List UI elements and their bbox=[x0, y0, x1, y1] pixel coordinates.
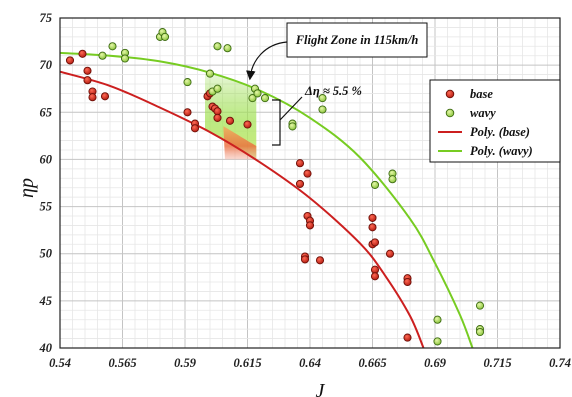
legend-label: Poly. (base) bbox=[470, 125, 530, 139]
data-point-base bbox=[213, 107, 222, 116]
data-point-base bbox=[315, 256, 325, 265]
data-point-base bbox=[370, 272, 380, 281]
data-point-base bbox=[83, 76, 92, 85]
delta-leader bbox=[279, 96, 303, 121]
y-tick-label: 75 bbox=[40, 11, 53, 25]
data-point-base bbox=[83, 66, 92, 75]
data-point-wavy bbox=[183, 78, 192, 87]
data-point-wavy bbox=[260, 94, 270, 103]
x-tick-label: 0.69 bbox=[424, 356, 447, 370]
y-tick-label: 70 bbox=[40, 58, 53, 72]
delta-eta-annotation: Δη ≈ 5.5 % bbox=[272, 84, 362, 146]
x-tick-labels: 0.54 0.565 0.59 0.615 0.64 0.665 0.69 0.715 0.74 bbox=[49, 356, 571, 370]
data-point-wavy bbox=[318, 105, 327, 114]
data-point-wavy bbox=[475, 327, 485, 337]
data-point-wavy bbox=[213, 84, 222, 93]
data-point-wavy bbox=[205, 69, 215, 78]
data-point-wavy bbox=[98, 51, 107, 60]
data-point-base bbox=[190, 124, 200, 133]
delta-eta-label: Δη ≈ 5.5 % bbox=[304, 84, 362, 98]
data-point-base bbox=[403, 277, 412, 287]
data-point-base bbox=[368, 213, 377, 222]
plot-frame bbox=[59, 17, 561, 349]
x-tick-label: 0.665 bbox=[358, 356, 386, 370]
data-point-wavy bbox=[108, 42, 117, 51]
flight-zone-annotation: Flight Zone in 115km/h bbox=[246, 22, 428, 81]
data-point-base bbox=[300, 255, 310, 264]
y-tick-labels: 40 45 50 55 60 65 70 75 bbox=[39, 11, 53, 355]
grid bbox=[59, 17, 561, 349]
y-axis-label: ηp bbox=[16, 178, 38, 198]
data-point-wavy bbox=[223, 44, 232, 53]
x-tick-label: 0.54 bbox=[49, 356, 71, 370]
x-tick-label: 0.59 bbox=[174, 356, 197, 370]
data-point-wavy bbox=[433, 337, 442, 346]
data-point-base bbox=[213, 113, 222, 122]
data-point-base bbox=[295, 179, 305, 188]
legend-label: base bbox=[470, 87, 493, 101]
wavy-zone-fill bbox=[205, 71, 257, 160]
base-zone-fill bbox=[223, 126, 257, 160]
legend-label: Poly. (wavy) bbox=[470, 144, 533, 158]
data-point-base bbox=[78, 49, 87, 58]
x-tick-label: 0.74 bbox=[549, 356, 571, 370]
flight-zone-shading bbox=[205, 71, 257, 160]
data-point-wavy bbox=[370, 180, 380, 189]
y-tick-label: 55 bbox=[40, 200, 53, 214]
x-tick-label: 0.715 bbox=[483, 356, 511, 370]
data-point-base bbox=[385, 249, 395, 258]
x-axis-label: J bbox=[316, 380, 326, 397]
data-point-base bbox=[100, 92, 110, 101]
y-tick-label: 45 bbox=[39, 294, 53, 308]
data-point-base bbox=[225, 116, 235, 125]
data-point-wavy bbox=[433, 315, 442, 324]
flight-zone-arrow bbox=[246, 41, 288, 81]
data-point-base bbox=[183, 108, 192, 117]
y-tick-label: 65 bbox=[40, 105, 53, 119]
data-point-wavy bbox=[120, 54, 130, 63]
x-tick-label: 0.565 bbox=[108, 356, 136, 370]
data-point-wavy bbox=[160, 32, 170, 41]
y-tick-label: 50 bbox=[40, 247, 53, 261]
data-point-wavy bbox=[288, 122, 297, 131]
poly-base-line bbox=[60, 70, 425, 348]
data-point-wavy bbox=[253, 89, 262, 98]
data-point-wavy bbox=[475, 301, 485, 310]
data-point-wavy bbox=[388, 175, 397, 184]
data-point-wavy bbox=[213, 42, 222, 51]
data-point-base bbox=[303, 169, 312, 178]
x-tick-label: 0.64 bbox=[299, 356, 321, 370]
data-point-base bbox=[403, 333, 412, 342]
data-point-base bbox=[65, 56, 75, 65]
data-point-wavy bbox=[318, 94, 327, 103]
poly-wavy-line bbox=[60, 51, 474, 348]
data-point-base bbox=[88, 93, 97, 102]
delta-bracket bbox=[272, 99, 281, 146]
data-point-wavy bbox=[248, 94, 257, 103]
legend-marker-base bbox=[445, 89, 455, 99]
data-point-base bbox=[295, 159, 305, 168]
scatter-points bbox=[65, 28, 485, 346]
y-tick-label: 60 bbox=[40, 152, 53, 166]
data-point-base bbox=[370, 265, 380, 274]
legend: base wavy Poly. (base) Poly. (wavy) bbox=[429, 79, 561, 163]
data-point-base bbox=[243, 120, 252, 129]
x-tick-label: 0.615 bbox=[233, 356, 261, 370]
data-point-base bbox=[368, 223, 377, 232]
data-point-base bbox=[305, 221, 315, 230]
flight-zone-box bbox=[286, 22, 428, 58]
legend-label: wavy bbox=[470, 106, 496, 120]
legend-marker-wavy bbox=[445, 108, 455, 118]
flight-zone-label: Flight Zone in 115km/h bbox=[295, 33, 419, 47]
y-tick-label: 40 bbox=[39, 341, 53, 355]
data-point-base bbox=[370, 238, 380, 247]
